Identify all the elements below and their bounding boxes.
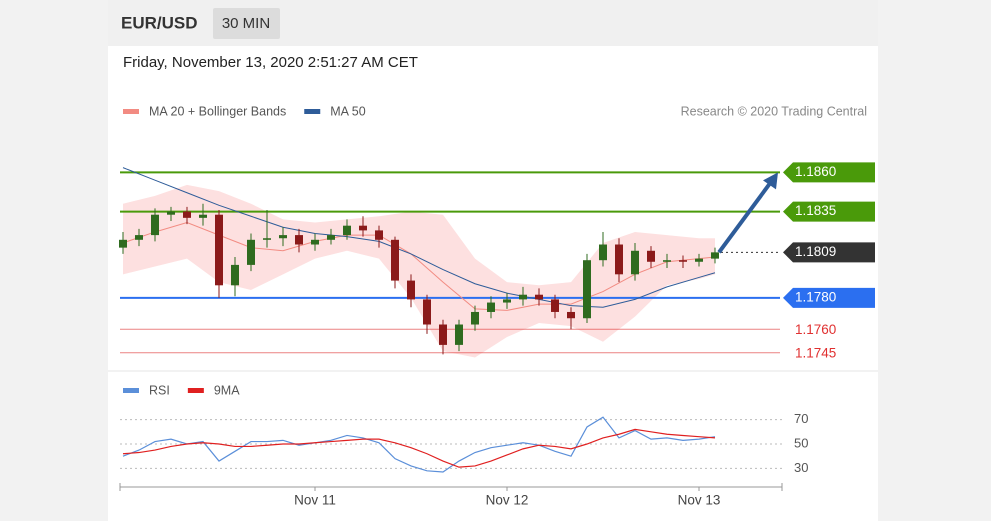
candle-body — [263, 238, 271, 240]
candle-body — [423, 299, 431, 325]
legend-swatch — [123, 109, 139, 114]
candle-body — [503, 299, 511, 303]
target-arrowhead — [763, 172, 778, 190]
candle-body — [695, 258, 703, 262]
legend-swatch — [123, 388, 139, 393]
y-tick-label: 30 — [794, 460, 808, 475]
legend-label: MA 20 + Bollinger Bands — [149, 104, 286, 118]
level-tag — [783, 201, 875, 222]
legend-swatch — [187, 388, 204, 393]
level-label: 1.1835 — [795, 203, 836, 218]
legend-label: MA 50 — [330, 104, 365, 118]
candle-body — [439, 324, 447, 345]
candle-body — [375, 230, 383, 240]
candle-body — [295, 235, 303, 245]
candle-body — [599, 244, 607, 261]
level-label: 1.1780 — [795, 289, 836, 304]
candle-body — [711, 252, 719, 259]
candle-body — [311, 239, 319, 245]
candle-body — [119, 239, 127, 248]
candle-body — [567, 311, 575, 319]
level-tag — [783, 162, 875, 183]
y-tick-label: 70 — [794, 411, 808, 426]
timeframe: 30 MIN — [222, 15, 270, 32]
candle-body — [519, 294, 527, 300]
target-arrow — [717, 182, 772, 254]
candle-body — [535, 294, 543, 300]
candle-body — [167, 211, 175, 215]
legend-label: RSI — [149, 383, 170, 397]
level-label: 1.1809 — [795, 244, 836, 259]
x-tick-label: Nov 13 — [678, 493, 721, 508]
candle-body — [679, 260, 687, 262]
candle-body — [407, 280, 415, 300]
candle-body — [135, 235, 143, 240]
candle-body — [647, 250, 655, 262]
candle-body — [471, 311, 479, 325]
candle-body — [327, 235, 335, 240]
level-tag — [783, 242, 875, 263]
symbol: EUR/USD — [121, 13, 198, 32]
series-line — [122, 428, 716, 468]
legend-label: 9MA — [214, 383, 240, 397]
level-label: 1.1745 — [795, 345, 836, 360]
candle-body — [359, 225, 367, 231]
candle-body — [215, 214, 223, 286]
ma-line — [122, 167, 716, 308]
candle-body — [583, 260, 591, 319]
candle-body — [391, 239, 399, 281]
candle-body — [631, 250, 639, 275]
candle-body — [279, 235, 287, 239]
candle-body — [487, 302, 495, 312]
candle-body — [551, 299, 559, 312]
y-tick-label: 50 — [794, 435, 808, 450]
candle-body — [183, 211, 191, 218]
candle-body — [455, 324, 463, 345]
legend-swatch — [304, 109, 321, 114]
ma-line — [122, 222, 716, 311]
level-label: 1.1860 — [795, 164, 836, 179]
timeframe-box — [213, 8, 280, 39]
candle-body — [343, 225, 351, 236]
candle-body — [151, 214, 159, 236]
candle-body — [231, 264, 239, 286]
candle-body — [199, 214, 207, 218]
candle-body — [615, 244, 623, 275]
level-label: 1.1760 — [795, 322, 836, 337]
candle-body — [247, 239, 255, 265]
credit: Research © 2020 Trading Central — [681, 104, 867, 118]
level-tag — [783, 287, 875, 308]
candle-body — [663, 260, 671, 262]
timestamp: Friday, November 13, 2020 2:51:27 AM CET — [123, 54, 418, 71]
x-tick-label: Nov 11 — [294, 493, 336, 508]
x-tick-label: Nov 12 — [486, 493, 529, 508]
